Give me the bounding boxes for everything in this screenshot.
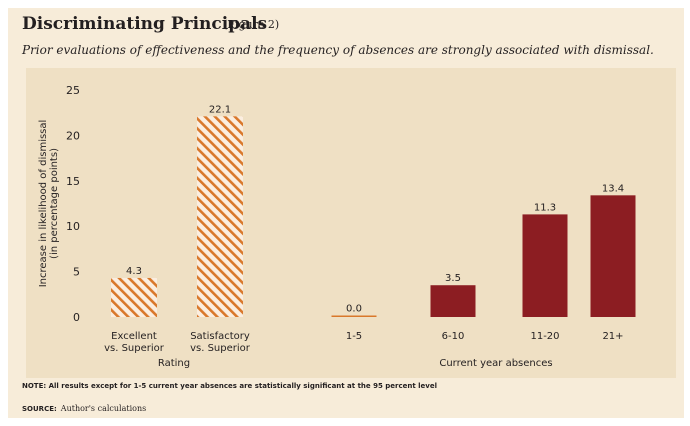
bar — [197, 116, 243, 317]
y-tick-label: 5 — [73, 266, 80, 279]
figure-subtitle: Prior evaluations of effectiveness and t… — [22, 43, 654, 57]
data-label: 11.3 — [534, 202, 556, 213]
x-group-label: Current year absences — [439, 358, 552, 369]
source-line: SOURCE: Author's calculations — [22, 398, 146, 416]
data-label: 3.5 — [445, 273, 461, 284]
x-tick-label: vs. Superior — [190, 343, 251, 354]
data-label: 4.3 — [126, 266, 142, 277]
y-tick-label: 20 — [66, 129, 80, 142]
data-label: 0.0 — [346, 304, 362, 315]
bar — [331, 315, 377, 317]
y-tick-label: 10 — [66, 220, 80, 233]
figure-title: Discriminating Principals — [22, 14, 268, 34]
figure-label: (Figure 2) — [223, 18, 280, 31]
bar — [430, 285, 476, 317]
data-label: 13.4 — [602, 183, 624, 194]
x-tick-label: 21+ — [602, 331, 623, 342]
x-tick-label: vs. Superior — [104, 343, 165, 354]
y-tick-label: 15 — [66, 175, 80, 188]
data-label: 22.1 — [209, 104, 231, 115]
x-tick-label: 11-20 — [530, 331, 559, 342]
y-tick-label: 25 — [66, 84, 80, 97]
x-tick-label: 1-5 — [346, 331, 362, 342]
figure-panel: Discriminating Principals (Figure 2) Pri… — [8, 8, 684, 418]
bar — [111, 277, 157, 317]
y-axis-label: Increase in likelihood of dismissal(in p… — [38, 120, 60, 288]
source-label: SOURCE: — [22, 405, 57, 413]
x-tick-label: Satisfactory — [190, 331, 250, 342]
bar — [522, 214, 568, 317]
x-group-label: Rating — [158, 358, 190, 369]
bar — [590, 195, 636, 317]
bar-chart: 0 5 10 15 20 25 Increase in likelihood of dism… — [38, 84, 636, 369]
note-text: NOTE: All results except for 1-5 current… — [22, 382, 437, 390]
x-tick-label: Excellent — [111, 331, 157, 342]
chart-area: 0 5 10 15 20 25 Increase in likelihood of dism… — [26, 68, 676, 378]
x-tick-label: 6-10 — [442, 331, 465, 342]
y-tick-label: 0 — [73, 311, 80, 324]
source-text: Author's calculations — [60, 404, 147, 413]
